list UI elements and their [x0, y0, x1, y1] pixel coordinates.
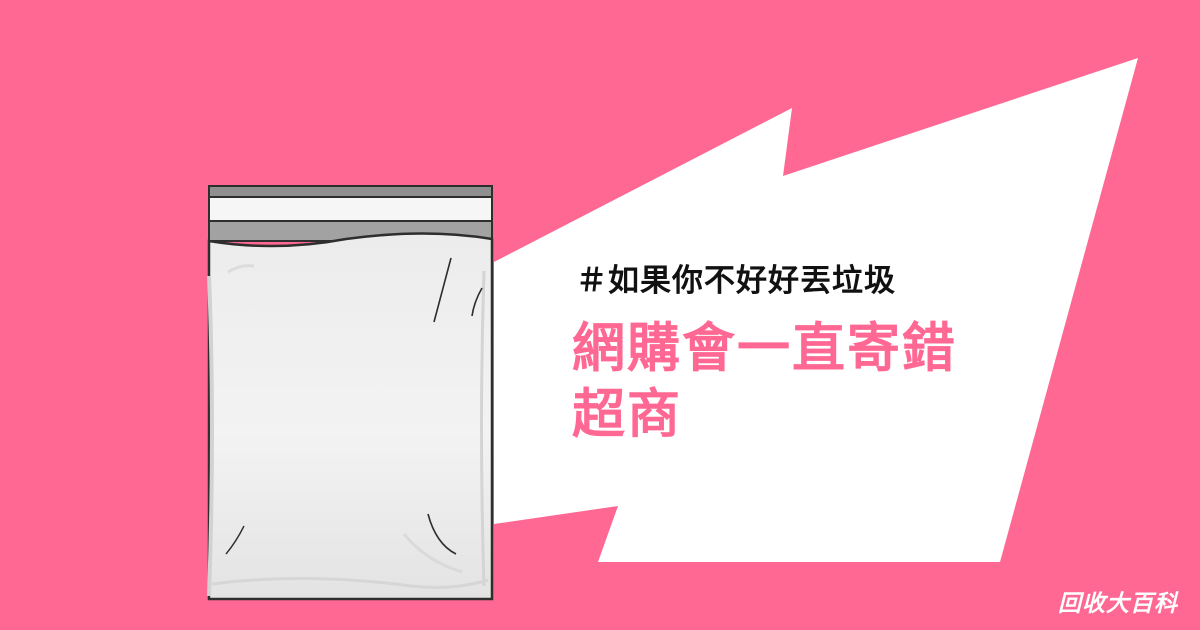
- headline-line-1: 網購會一直寄錯: [572, 318, 957, 379]
- zip-bag-illustration: [207, 185, 494, 601]
- headline-line-2: 超商: [572, 384, 682, 445]
- hashtag-text: ＃如果你不好好丟垃圾: [576, 263, 896, 299]
- brand-logo: 回收大百科: [1058, 591, 1178, 617]
- headline: 網購會一直寄錯 超商: [572, 316, 957, 448]
